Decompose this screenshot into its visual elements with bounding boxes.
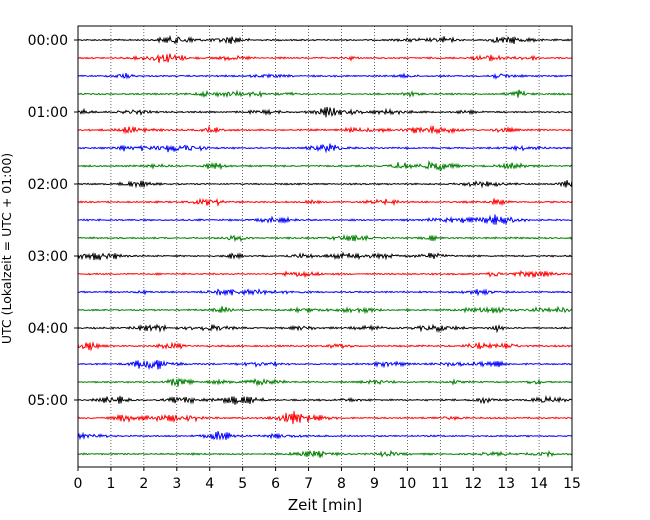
x-tick-label: 14 (530, 476, 548, 492)
trace-line (77, 431, 573, 441)
trace-line (77, 411, 573, 425)
y-tick-label: 02:00 (28, 177, 68, 193)
x-tick-label: 0 (74, 476, 83, 492)
x-tick-label: 4 (205, 476, 214, 492)
x-tick-label: 9 (370, 476, 379, 492)
y-tick-label: 05:00 (28, 393, 68, 409)
trace-line (77, 305, 573, 315)
trace-line (77, 197, 573, 208)
plot-frame (77, 25, 573, 468)
y-tick-label: 04:00 (28, 321, 68, 337)
x-tick-label: 11 (431, 476, 449, 492)
trace-line (77, 359, 573, 371)
trace-line (77, 269, 573, 279)
x-tick-label: 1 (106, 476, 115, 492)
trace-line (77, 288, 573, 297)
x-axis: 0 1 2 3 4 5 6 7 8 9 10 11 12 13 14 15 (74, 467, 581, 492)
x-axis-label: Zeit [min] (288, 496, 362, 514)
x-tick-label: 15 (563, 476, 581, 492)
trace-line (77, 377, 573, 387)
trace-group (77, 34, 573, 459)
trace-line (77, 449, 573, 459)
trace-line (77, 341, 573, 352)
trace-line (77, 234, 573, 243)
x-tick-label: 8 (337, 476, 346, 492)
trace-line (77, 34, 573, 45)
trace-line (77, 214, 573, 226)
x-tick-label: 10 (398, 476, 416, 492)
x-tick-label: 6 (271, 476, 280, 492)
trace-line (77, 106, 573, 118)
x-tick-label: 13 (497, 476, 515, 492)
y-axis-label: UTC (Lokalzeit = UTC + 01:00) (0, 153, 14, 344)
x-tick-label: 7 (304, 476, 313, 492)
trace-line (77, 323, 573, 334)
x-tick-label: 3 (172, 476, 181, 492)
trace-line (77, 180, 573, 189)
x-tick-label: 2 (139, 476, 148, 492)
trace-line (77, 125, 573, 135)
x-tick-label: 12 (464, 476, 482, 492)
y-tick-label: 00:00 (28, 33, 68, 49)
trace-line (77, 89, 573, 99)
trace-line (77, 53, 573, 63)
y-axis: 00:00 01:00 02:00 03:00 04:00 05:00 (28, 33, 78, 409)
y-tick-label: 03:00 (28, 249, 68, 265)
trace-line (77, 251, 573, 261)
y-tick-label: 01:00 (28, 105, 68, 121)
trace-line (77, 143, 573, 154)
trace-line (77, 159, 573, 172)
x-tick-label: 5 (238, 476, 247, 492)
trace-line (77, 72, 573, 80)
trace-line (77, 394, 573, 405)
